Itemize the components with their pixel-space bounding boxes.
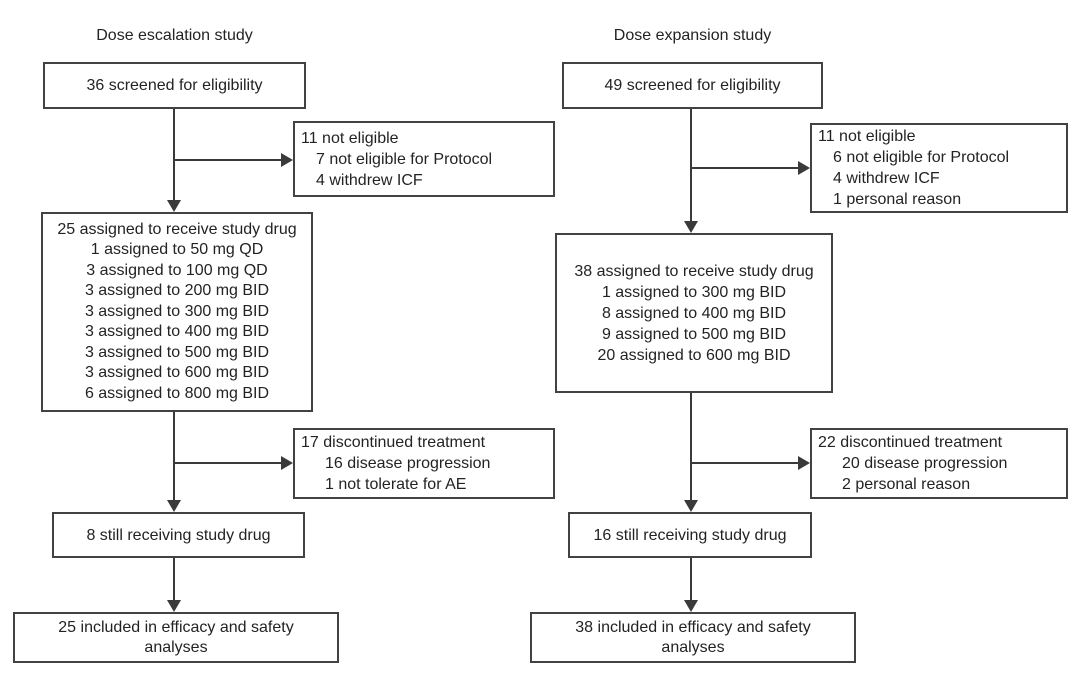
expansion-arrow-down-2-icon [684, 500, 698, 512]
expansion-arrow-right-2-icon [798, 456, 810, 470]
discontinued-total: 17 discontinued treatment [301, 434, 486, 451]
still-receiving-text: 8 still receiving study drug [86, 526, 271, 544]
expansion-connector-line-1 [690, 109, 692, 223]
escalation-screened-box: 36 screened for eligibility [43, 62, 306, 109]
expansion-branch-line-2 [691, 462, 800, 464]
escalation-connector-line-1 [173, 109, 175, 202]
assigned-total: 25 assigned to receive study drug [57, 220, 297, 238]
expansion-screened-box: 49 screened for eligibility [562, 62, 823, 109]
expansion-still-receiving-box: 16 still receiving study drug [568, 512, 812, 558]
not-eligible-total: 11 not eligible [818, 128, 916, 145]
not-eligible-total: 11 not eligible [301, 129, 399, 147]
included-text: 25 included in efficacy and safety analy… [58, 618, 294, 656]
escalation-assigned-box: 25 assigned to receive study drug 1 assi… [41, 212, 313, 412]
escalation-branch-line-2 [174, 462, 283, 464]
not-eligible-reason: 6 not eligible for Protocol [833, 149, 1010, 166]
expansion-screened-text: 49 screened for eligibility [604, 77, 781, 94]
assigned-dose: 3 assigned to 100 mg QD [86, 261, 268, 279]
escalation-still-receiving-box: 8 still receiving study drug [52, 512, 305, 558]
assigned-dose: 3 assigned to 200 mg BID [84, 282, 270, 300]
escalation-discontinued-box: 17 discontinued treatment 16 disease pro… [293, 428, 555, 499]
assigned-dose: 3 assigned to 400 mg BID [84, 323, 270, 341]
still-receiving-text: 16 still receiving study drug [593, 526, 787, 544]
expansion-connector-line-3 [690, 558, 692, 602]
assigned-dose: 3 assigned to 600 mg BID [84, 364, 270, 382]
expansion-discontinued-box: 22 discontinued treatment 20 disease pro… [810, 428, 1068, 499]
expansion-included-box: 38 included in efficacy and safety analy… [530, 612, 856, 663]
expansion-branch-line-1 [691, 167, 800, 169]
escalation-screened-text: 36 screened for eligibility [86, 77, 263, 94]
escalation-arrow-down-1-icon [167, 200, 181, 212]
discontinued-reason: 20 disease progression [842, 455, 1008, 472]
expansion-assigned-box: 38 assigned to receive study drug 1 assi… [555, 233, 833, 393]
escalation-arrow-down-3-icon [167, 600, 181, 612]
discontinued-reason: 2 personal reason [842, 476, 971, 493]
discontinued-reason: 1 not tolerate for AE [325, 476, 467, 493]
escalation-column-title: Dose escalation study [96, 27, 253, 44]
assigned-dose: 9 assigned to 500 mg BID [601, 325, 787, 343]
assigned-dose: 8 assigned to 400 mg BID [601, 304, 787, 322]
escalation-not-eligible-box: 11 not eligible 7 not eligible for Proto… [293, 121, 555, 197]
expansion-connector-line-2 [690, 393, 692, 502]
expansion-arrow-down-1-icon [684, 221, 698, 233]
escalation-arrow-right-1-icon [281, 153, 293, 167]
discontinued-total: 22 discontinued treatment [818, 434, 1003, 451]
expansion-arrow-down-3-icon [684, 600, 698, 612]
not-eligible-reason: 7 not eligible for Protocol [316, 150, 493, 168]
escalation-arrow-down-2-icon [167, 500, 181, 512]
not-eligible-reason: 1 personal reason [833, 191, 962, 208]
expansion-column-title: Dose expansion study [613, 27, 772, 44]
discontinued-reason: 16 disease progression [325, 455, 491, 472]
escalation-branch-line-1 [174, 159, 283, 161]
escalation-connector-line-2 [173, 411, 175, 502]
assigned-dose: 1 assigned to 300 mg BID [601, 283, 787, 301]
escalation-connector-line-3 [173, 558, 175, 602]
included-text: 38 included in efficacy and safety analy… [575, 618, 811, 656]
assigned-total: 38 assigned to receive study drug [574, 262, 814, 280]
assigned-dose: 1 assigned to 50 mg QD [90, 241, 264, 259]
not-eligible-reason: 4 withdrew ICF [833, 170, 940, 187]
assigned-dose: 3 assigned to 500 mg BID [84, 343, 270, 361]
expansion-arrow-right-1-icon [798, 161, 810, 175]
assigned-dose: 6 assigned to 800 mg BID [84, 384, 270, 402]
expansion-not-eligible-box: 11 not eligible 6 not eligible for Proto… [810, 123, 1068, 213]
escalation-included-box: 25 included in efficacy and safety analy… [13, 612, 339, 663]
escalation-arrow-right-2-icon [281, 456, 293, 470]
assigned-dose: 20 assigned to 600 mg BID [597, 346, 791, 364]
not-eligible-reason: 4 withdrew ICF [316, 171, 423, 189]
assigned-dose: 3 assigned to 300 mg BID [84, 302, 270, 320]
